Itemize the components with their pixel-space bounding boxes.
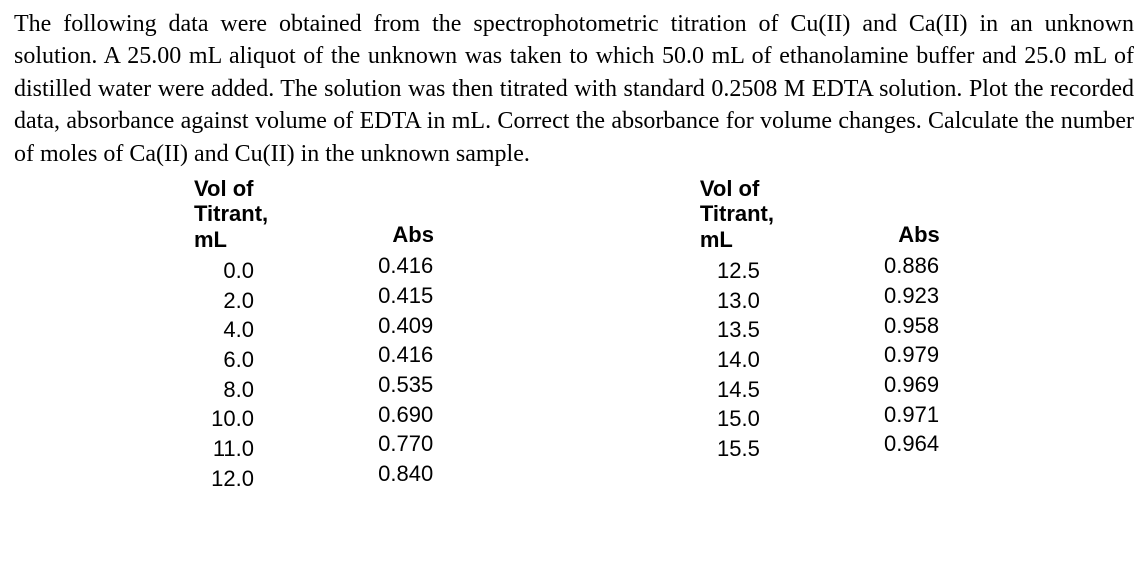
cell-abs: 0.971 bbox=[884, 400, 954, 430]
col-abs-right: Abs 0.886 0.923 0.958 0.979 0.969 0.971 … bbox=[884, 176, 954, 493]
cell-abs: 0.979 bbox=[884, 340, 954, 370]
cell-vol: 4.0 bbox=[194, 315, 258, 345]
col-abs-left: Abs 0.416 0.415 0.409 0.416 0.535 0.690 … bbox=[378, 176, 448, 493]
col-vol-left: Vol of Titrant, mL 0.0 2.0 4.0 6.0 8.0 1… bbox=[194, 176, 268, 493]
cell-abs: 0.958 bbox=[884, 311, 954, 341]
cell-abs: 0.923 bbox=[884, 281, 954, 311]
cell-abs: 0.415 bbox=[378, 281, 448, 311]
page: The following data were obtained from th… bbox=[0, 0, 1148, 493]
cell-abs: 0.535 bbox=[378, 370, 448, 400]
cell-vol: 13.5 bbox=[700, 315, 764, 345]
cell-vol: 14.5 bbox=[700, 375, 764, 405]
cell-abs: 0.409 bbox=[378, 311, 448, 341]
cell-vol: 15.0 bbox=[700, 404, 764, 434]
cell-abs: 0.416 bbox=[378, 251, 448, 281]
col-vol-right: Vol of Titrant, mL 12.5 13.0 13.5 14.0 1… bbox=[700, 176, 774, 493]
cell-vol: 13.0 bbox=[700, 286, 764, 316]
problem-paragraph: The following data were obtained from th… bbox=[14, 8, 1134, 170]
cell-vol: 2.0 bbox=[194, 286, 258, 316]
data-table: Vol of Titrant, mL 0.0 2.0 4.0 6.0 8.0 1… bbox=[194, 176, 954, 493]
header-abs-right: Abs bbox=[884, 222, 954, 247]
cell-vol: 12.5 bbox=[700, 256, 764, 286]
cell-vol: 6.0 bbox=[194, 345, 258, 375]
cell-abs: 0.969 bbox=[884, 370, 954, 400]
cell-vol: 14.0 bbox=[700, 345, 764, 375]
cell-vol: 10.0 bbox=[194, 404, 258, 434]
header-vol-left: Vol of Titrant, mL bbox=[194, 176, 268, 252]
cell-vol: 11.0 bbox=[194, 434, 258, 464]
cell-abs: 0.886 bbox=[884, 251, 954, 281]
cell-vol: 0.0 bbox=[194, 256, 258, 286]
cell-abs: 0.690 bbox=[378, 400, 448, 430]
cell-abs: 0.964 bbox=[884, 429, 954, 459]
cell-abs: 0.770 bbox=[378, 429, 448, 459]
cell-vol: 8.0 bbox=[194, 375, 258, 405]
cell-vol: 15.5 bbox=[700, 434, 764, 464]
cell-abs: 0.416 bbox=[378, 340, 448, 370]
header-vol-right: Vol of Titrant, mL bbox=[700, 176, 774, 252]
cell-vol: 12.0 bbox=[194, 464, 258, 494]
table-left-block: Vol of Titrant, mL 0.0 2.0 4.0 6.0 8.0 1… bbox=[194, 176, 448, 493]
table-columns: Vol of Titrant, mL 0.0 2.0 4.0 6.0 8.0 1… bbox=[194, 176, 954, 493]
table-right-block: Vol of Titrant, mL 12.5 13.0 13.5 14.0 1… bbox=[700, 176, 954, 493]
header-abs-left: Abs bbox=[378, 222, 448, 247]
cell-abs: 0.840 bbox=[378, 459, 448, 489]
